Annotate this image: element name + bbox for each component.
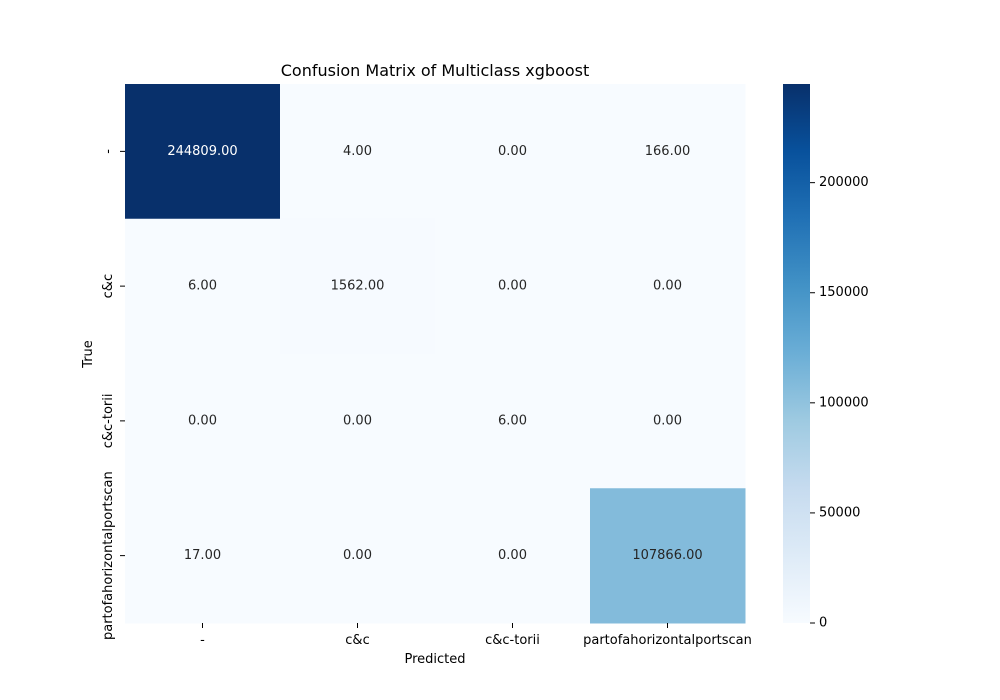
cell-value-label: 0.00 xyxy=(498,144,527,159)
y-axis-ticks: - c&c c&c-torii partofahorizontalportscan xyxy=(101,149,125,640)
chart-title: Confusion Matrix of Multiclass xgboost xyxy=(281,61,590,80)
heatmap-cell xyxy=(125,353,281,489)
colorbar-tick-label: 0 xyxy=(819,616,827,631)
colorbar-tick-label: 50000 xyxy=(819,505,860,520)
heatmap-cell xyxy=(435,488,591,624)
colorbar-tick-label: 150000 xyxy=(819,285,869,300)
heatmap-cell xyxy=(590,488,746,624)
cell-value-label: 0.00 xyxy=(498,279,527,294)
heatmap-cell xyxy=(435,218,591,354)
heatmap-cell xyxy=(280,353,436,489)
heatmap-cell xyxy=(435,84,591,220)
heatmap-cell xyxy=(125,218,281,354)
heatmap-cell xyxy=(125,488,281,624)
cell-value-label: 0.00 xyxy=(343,413,372,428)
cell-value-label: 0.00 xyxy=(653,413,682,428)
x-axis-label: Predicted xyxy=(404,652,465,667)
heatmap-cell xyxy=(590,218,746,354)
y-tick-label: partofahorizontalportscan xyxy=(101,471,116,640)
cell-value-label: 0.00 xyxy=(343,548,372,563)
y-axis-label: True xyxy=(81,340,96,369)
x-tick-label: c&c xyxy=(345,633,369,648)
cell-value-label: 107866.00 xyxy=(632,548,702,563)
x-tick-label: - xyxy=(200,633,205,648)
colorbar-tick-label: 200000 xyxy=(819,175,869,190)
heatmap-cells xyxy=(125,84,746,624)
heatmap-cell xyxy=(435,353,591,489)
colorbar xyxy=(783,84,810,623)
cell-value-label: 17.00 xyxy=(184,548,221,563)
cell-value-label: 244809.00 xyxy=(167,144,237,159)
heatmap-cell xyxy=(280,84,436,220)
heatmap-cell xyxy=(590,84,746,220)
x-axis-ticks: - c&c c&c-torii partofahorizontalportscan xyxy=(200,623,752,648)
cell-value-label: 1562.00 xyxy=(331,279,385,294)
heatmap-cell xyxy=(280,218,436,354)
cell-value-label: 0.00 xyxy=(498,548,527,563)
y-tick-label: c&c xyxy=(101,274,116,298)
heatmap-cell xyxy=(280,488,436,624)
heatmap-cell-labels: 244809.00 4.00 0.00 166.00 6.00 1562.00 0.00 0.… xyxy=(167,144,702,563)
cell-value-label: 6.00 xyxy=(498,413,527,428)
cell-value-label: 6.00 xyxy=(188,279,217,294)
heatmap-cell xyxy=(125,84,281,220)
y-tick-label: - xyxy=(101,149,116,154)
cell-value-label: 0.00 xyxy=(653,279,682,294)
y-tick-label: c&c-torii xyxy=(101,394,116,449)
colorbar-ticks: 0 50000 100000 150000 200000 xyxy=(810,175,869,631)
cell-value-label: 166.00 xyxy=(645,144,691,159)
cell-value-label: 0.00 xyxy=(188,413,217,428)
x-tick-label: partofahorizontalportscan xyxy=(583,633,752,648)
x-tick-label: c&c-torii xyxy=(485,633,540,648)
heatmap-cell xyxy=(590,353,746,489)
cell-value-label: 4.00 xyxy=(343,144,372,159)
colorbar-tick-label: 100000 xyxy=(819,395,869,410)
